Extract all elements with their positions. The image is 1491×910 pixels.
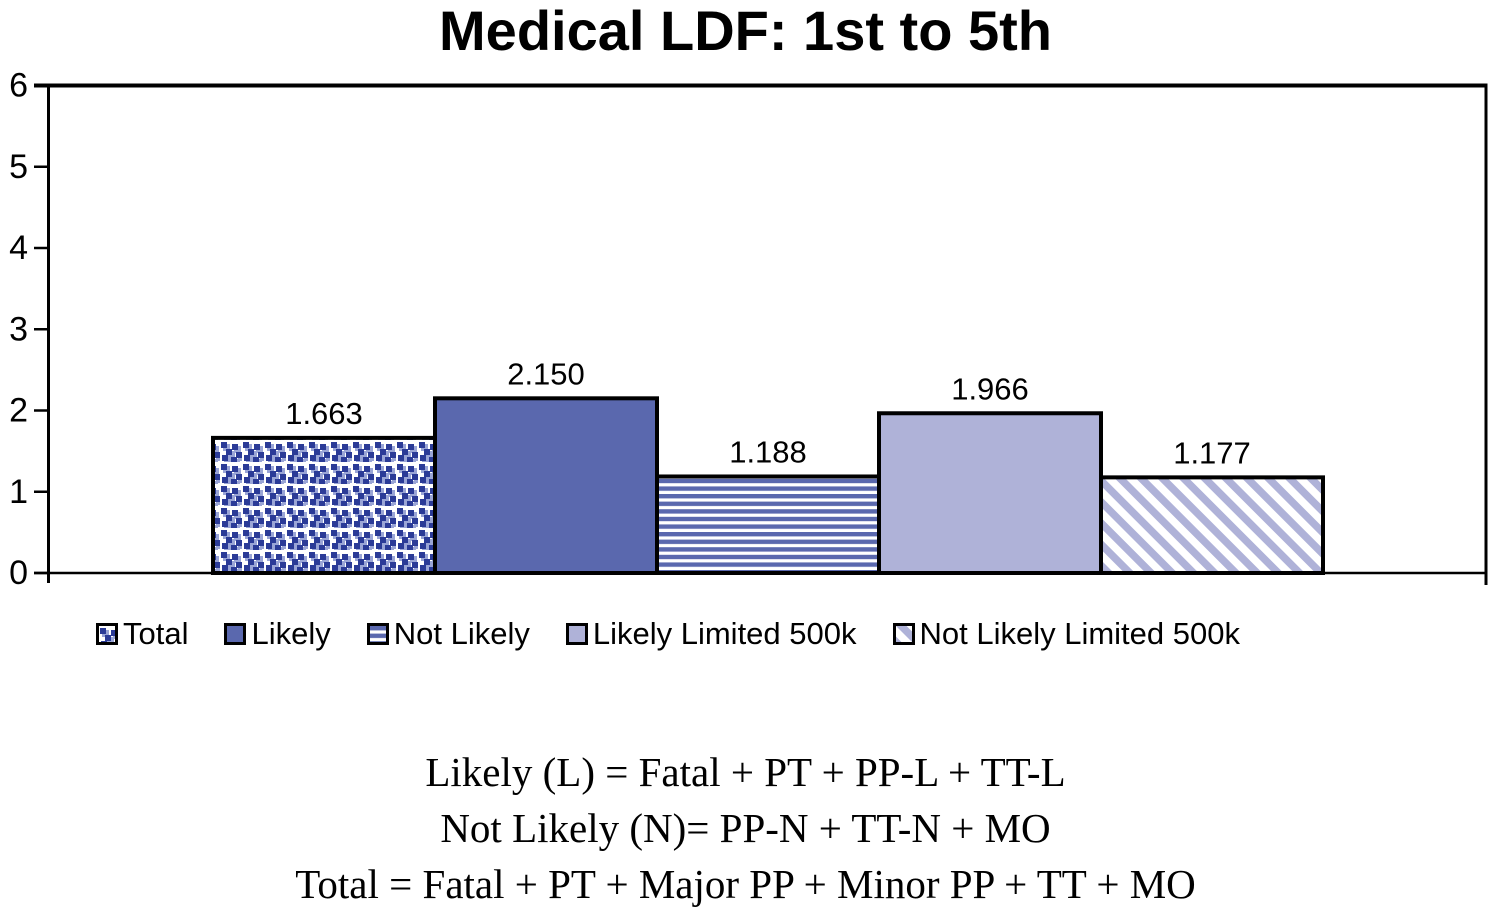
bar-not-likely [655, 474, 881, 576]
bars [211, 396, 1325, 576]
bar-value-label-likely: 2.150 [507, 356, 585, 391]
bar-total [211, 435, 437, 575]
legend-item-likely-limited-500k: Likely Limited 500k [565, 616, 857, 652]
bar-value-labels: 1.663 2.150 1.188 1.966 1.177 [285, 356, 1251, 470]
y-tick-label: 3 [9, 310, 28, 348]
y-tick-label: 0 [9, 554, 28, 592]
legend-label: Not Likely [393, 616, 530, 651]
bar-not-likely-limited-500k [1099, 475, 1325, 575]
legend-swatch-fill [99, 626, 115, 642]
legend-item-total: Total [96, 616, 188, 652]
legend-swatch-fill [895, 626, 912, 642]
formula-footnotes: Likely (L) = Fatal + PT + PP-L + TT-L Not… [0, 744, 1491, 910]
bar-value-label-not-likely: 1.188 [729, 434, 807, 469]
legend-item-not-likely: Not Likely [366, 616, 530, 652]
legend-label: Likely Limited 500k [592, 616, 857, 651]
legend-swatch-not-likely [366, 623, 389, 645]
legend-item-likely: Likely [224, 616, 331, 652]
bar-chart: 0 1 2 3 4 5 6 1.663 2.150 1.188 1.966 1.177 [9, 67, 1488, 592]
legend-label: Total [123, 616, 189, 651]
footnote-line-1: Likely (L) = Fatal + PT + PP-L + TT-L [425, 749, 1066, 795]
footnote-line-2: Not Likely (N)= PP-N + TT-N + MO [440, 805, 1051, 851]
y-tick-label: 4 [9, 229, 28, 267]
y-tick-label: 6 [9, 67, 28, 105]
legend-swatch-fill [568, 626, 585, 642]
legend-label: Not Likely Limited 500k [919, 616, 1241, 651]
legend-swatch-fill [369, 626, 386, 642]
y-tick-label: 5 [9, 148, 28, 186]
bar-likely-limited-500k [877, 411, 1103, 576]
legend-swatch-not-likely-limited-500k [892, 623, 915, 645]
y-tick-label: 2 [9, 392, 28, 430]
bar-likely [433, 396, 659, 575]
legend-label: Likely [251, 616, 331, 651]
legend-swatch-likely [224, 623, 247, 645]
legend-swatch-likely-limited-500k [565, 623, 588, 645]
y-tick-label: 1 [9, 473, 28, 511]
bar-value-label-total: 1.663 [285, 396, 363, 431]
bar-value-label-likely-limited-500k: 1.966 [951, 371, 1029, 406]
footnote-line-3: Total = Fatal + PT + Major PP + Minor PP… [295, 861, 1196, 907]
legend: Total Likely Not Likely Likely Limited 500k… [96, 616, 1240, 652]
chart-title: Medical LDF: 1st to 5th [439, 0, 1052, 62]
bar-value-label-not-likely-limited-500k: 1.177 [1173, 435, 1251, 470]
legend-swatch-fill [227, 626, 244, 642]
legend-swatch-total [96, 623, 118, 645]
legend-item-not-likely-limited-500k: Not Likely Limited 500k [892, 616, 1241, 652]
